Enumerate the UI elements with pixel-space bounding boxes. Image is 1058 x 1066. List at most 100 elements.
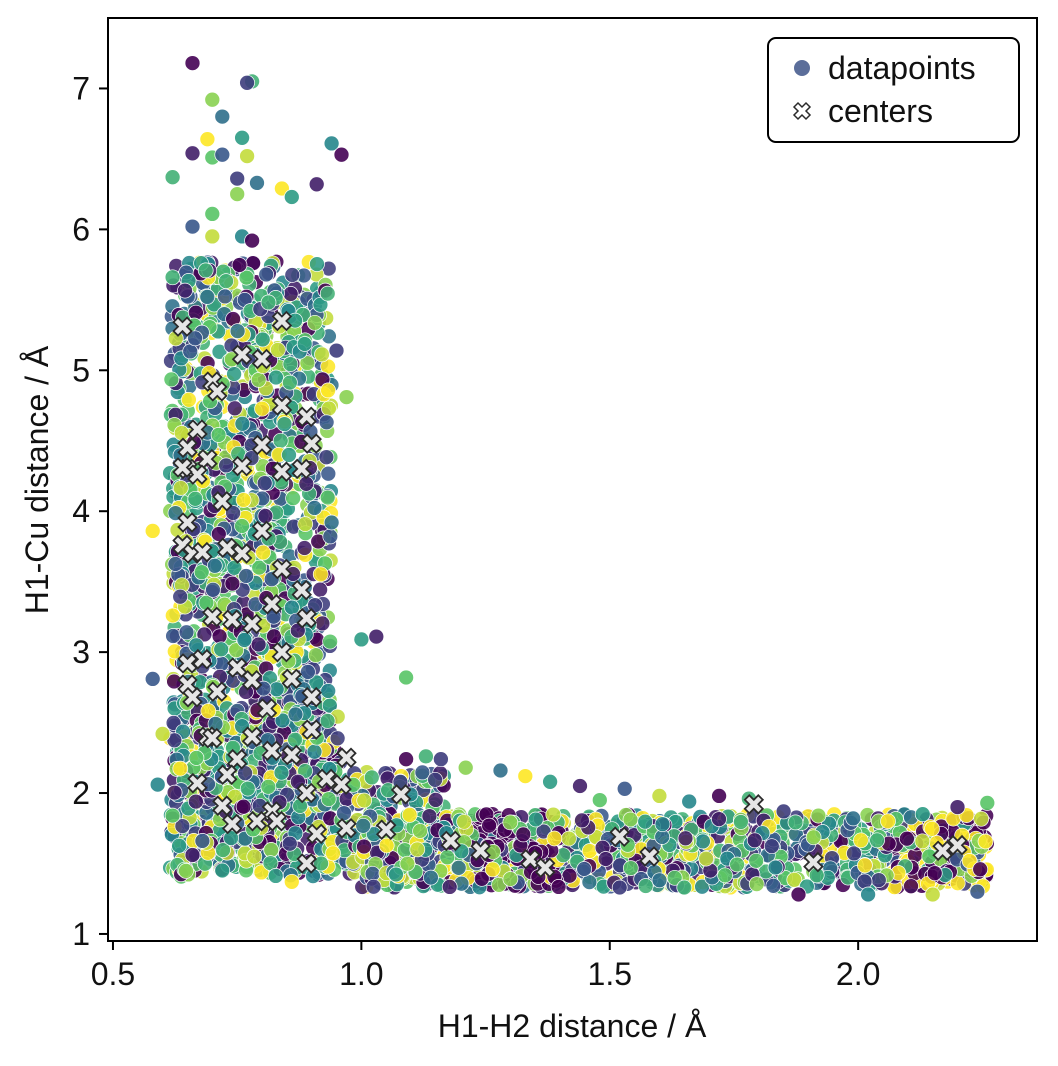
datapoint — [790, 886, 807, 903]
center-marker — [251, 520, 273, 542]
center-marker — [440, 830, 462, 852]
center-marker — [301, 719, 322, 740]
datapoints-layer — [144, 55, 996, 903]
center-marker — [271, 310, 293, 332]
center-marker — [202, 606, 223, 628]
datapoint — [268, 681, 285, 698]
center-marker — [212, 491, 233, 512]
datapoint — [561, 867, 578, 884]
datapoint — [321, 400, 337, 417]
center-marker — [306, 823, 327, 845]
datapoint — [711, 811, 727, 827]
datapoint — [401, 807, 418, 823]
y-tick-label: 2 — [72, 775, 90, 811]
datapoint — [318, 449, 335, 466]
datapoint — [266, 628, 282, 645]
center-marker — [246, 810, 268, 832]
x-tick-label: 0.5 — [91, 956, 135, 992]
datapoint — [676, 879, 693, 896]
datapoint — [193, 564, 210, 581]
center-marker — [226, 748, 248, 770]
center-marker — [231, 344, 253, 366]
datapoint — [204, 91, 221, 108]
center-marker — [172, 316, 193, 337]
center-marker — [251, 434, 273, 456]
datapoint — [254, 331, 271, 348]
datapoint — [257, 508, 274, 524]
datapoint — [484, 861, 501, 878]
center-marker — [192, 648, 213, 670]
legend-datapoints-marker — [794, 60, 810, 76]
datapoint — [282, 374, 298, 391]
center-marker — [375, 819, 397, 840]
x-tick-label: 1.5 — [588, 956, 632, 992]
datapoint — [961, 853, 978, 869]
datapoint — [284, 599, 300, 616]
datapoint — [234, 518, 250, 534]
center-marker — [216, 764, 238, 785]
datapoint — [622, 860, 639, 876]
datapoint — [746, 832, 763, 849]
center-marker — [947, 834, 968, 856]
datapoint — [204, 206, 221, 222]
center-marker — [390, 784, 412, 805]
datapoint — [235, 492, 252, 508]
center-marker — [336, 747, 357, 769]
x-axis-label: H1-H2 distance / Å — [438, 1008, 707, 1044]
datapoint — [616, 780, 633, 797]
datapoint — [903, 878, 919, 895]
center-marker — [207, 381, 228, 402]
datapoint — [308, 176, 325, 193]
datapoint — [197, 262, 214, 279]
datapoint — [254, 400, 270, 417]
datapoint — [398, 669, 414, 686]
datapoint — [845, 810, 862, 827]
datapoint — [318, 414, 335, 431]
center-marker — [207, 681, 228, 702]
datapoint — [320, 791, 337, 807]
datapoint — [787, 814, 804, 831]
datapoint — [284, 267, 301, 283]
center-marker — [291, 458, 312, 480]
datapoint — [205, 581, 221, 598]
datapoint — [637, 878, 654, 894]
center-marker — [271, 641, 293, 663]
datapoint — [218, 457, 234, 474]
center-marker — [256, 698, 278, 719]
datapoint — [149, 776, 166, 793]
datapoint — [427, 771, 443, 788]
datapoint — [226, 400, 243, 417]
datapoint — [268, 369, 284, 386]
datapoint — [338, 389, 355, 405]
datapoint — [775, 803, 792, 820]
datapoint — [597, 851, 614, 867]
datapoint — [287, 706, 304, 723]
center-marker — [803, 851, 824, 873]
center-marker — [187, 419, 208, 440]
datapoint — [229, 170, 246, 187]
datapoint — [314, 615, 331, 632]
datapoint — [234, 415, 251, 432]
datapoint — [237, 765, 253, 782]
datapoint — [260, 778, 277, 795]
datapoint — [184, 218, 201, 235]
datapoint — [296, 336, 313, 352]
center-marker — [271, 461, 293, 482]
datapoint — [309, 256, 325, 272]
datapoint — [502, 814, 519, 831]
center-marker — [221, 813, 243, 835]
datapoint — [973, 810, 990, 827]
datapoint — [765, 877, 782, 894]
datapoint — [281, 447, 297, 463]
y-axis-ticks: 1 2 3 4 5 6 7 — [72, 70, 108, 952]
datapoint — [860, 886, 876, 903]
datapoint — [427, 792, 444, 808]
datapoint — [273, 764, 290, 781]
datapoint — [200, 703, 217, 719]
datapoint — [546, 830, 563, 847]
center-marker — [296, 406, 317, 428]
datapoint — [144, 523, 161, 539]
center-marker — [271, 395, 293, 416]
datapoint — [972, 861, 989, 878]
datapoint — [319, 713, 336, 729]
